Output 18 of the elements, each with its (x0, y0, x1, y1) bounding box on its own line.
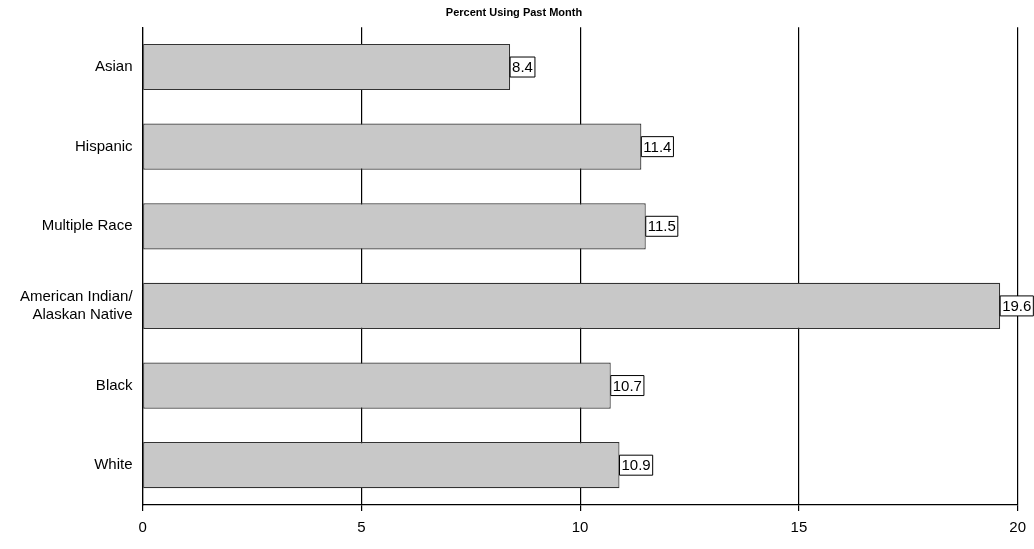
y-tick-label: American Indian/ Alaskan Native (20, 287, 134, 323)
y-tick-label: Black (95, 375, 134, 393)
y-tick-label: Asian (95, 57, 133, 75)
data-label: 11.5 (647, 217, 676, 235)
data-label: 10.7 (612, 376, 642, 394)
x-tick-label: 10 (571, 518, 589, 536)
x-tick-label: 20 (1009, 518, 1026, 536)
data-label: 11.4 (643, 137, 672, 155)
data-label: 8.4 (512, 58, 533, 76)
data-label: 10.9 (621, 456, 651, 474)
data-label: 19.6 (1002, 297, 1032, 315)
chart-title: Percent Using Past Month (445, 5, 583, 18)
x-tick-label: 0 (138, 518, 147, 536)
x-tick-label: 15 (790, 518, 808, 536)
y-tick-label: Multiple Race (41, 216, 133, 234)
y-tick-label: White (94, 455, 133, 473)
x-tick-label: 5 (357, 518, 366, 536)
y-tick-label: Hispanic (75, 136, 134, 154)
